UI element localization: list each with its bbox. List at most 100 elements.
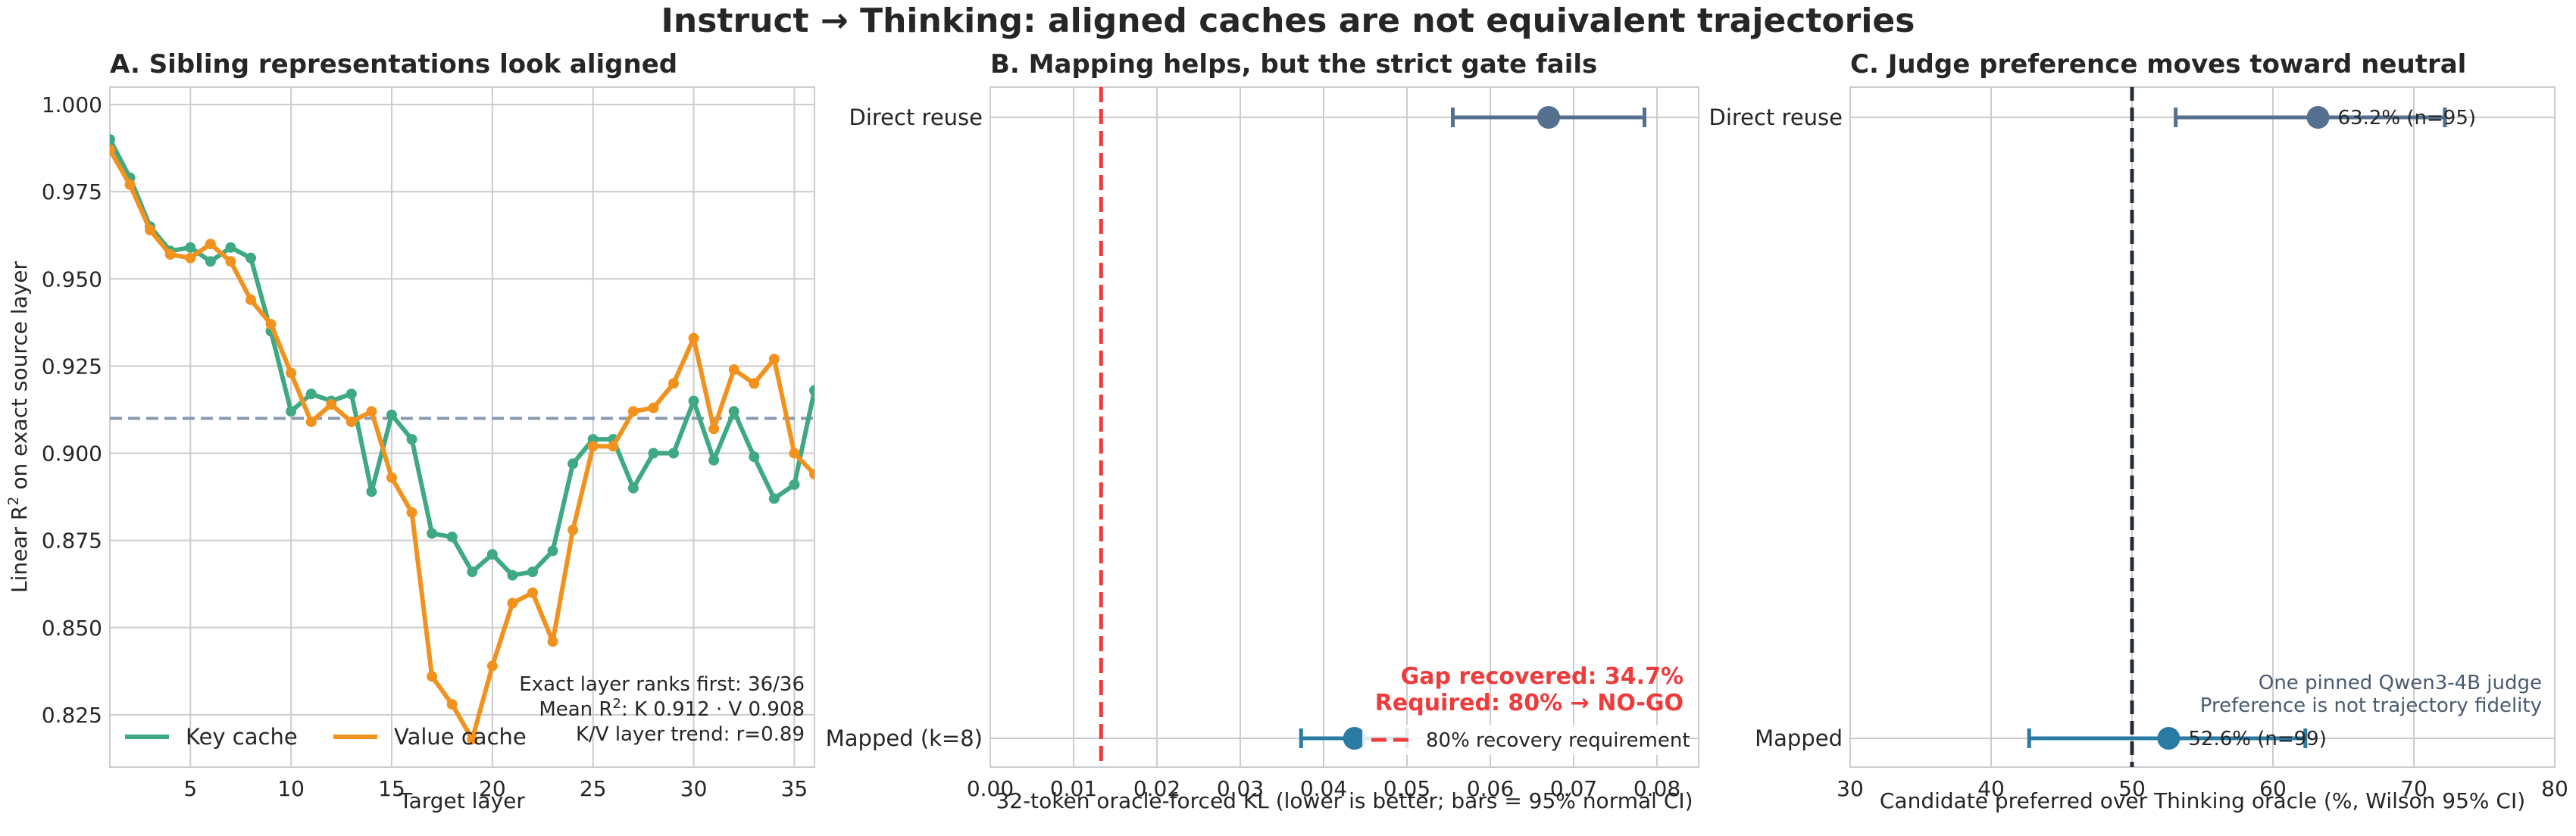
- panel-a-annotation-line: K/V layer trend: r=0.89: [576, 723, 805, 746]
- panel-a-data-point: [728, 364, 739, 376]
- panel-b-ticks: 0.00 0.01 0.02 0.03 0.04 0.05 0.06 0.07 0.08 Dire…: [826, 104, 1680, 801]
- panel-a-data-point: [305, 416, 317, 428]
- panel-a-data-point: [406, 434, 417, 445]
- panel-a-y-tick-label: 0.950: [42, 267, 102, 292]
- panel-a-x-tick-label: 30: [680, 776, 708, 801]
- panel-c-x-tick-label: 50: [2118, 776, 2146, 801]
- panel-b-legend: 80% recovery requirement: [1362, 725, 1690, 755]
- panel-c-point-label: 63.2% (n=95): [2338, 107, 2477, 129]
- panel-a-data-point: [587, 441, 599, 452]
- panel-a-data-point: [789, 479, 800, 490]
- panel-b-x-tick-label: 0.07: [1550, 776, 1597, 801]
- panel-a-data-point: [507, 597, 518, 609]
- panel-a-data-point: [164, 249, 176, 260]
- panel-a-data-point: [185, 242, 196, 253]
- panel-a-data-point: [245, 294, 256, 305]
- panel-a-data-point: [567, 458, 579, 469]
- panel-a-y-tick-label: 0.925: [42, 354, 102, 379]
- panel-a-data-point: [467, 566, 478, 578]
- panel-c-ticks: 30 40 50 60 70 80 Direct reuse Mapped: [1708, 104, 2568, 801]
- panel-a-data-point: [427, 528, 438, 539]
- panel-a-data-point: [446, 699, 458, 710]
- panel-c-point: [2157, 727, 2181, 750]
- panel-a-data-point: [366, 406, 377, 417]
- panel-b-points: [1299, 106, 1646, 750]
- figure-title: Instruct → Thinking: aligned caches are …: [661, 2, 1915, 40]
- panel-c-x-tick-label: 40: [1977, 776, 2005, 801]
- panel-c: C. Judge preference moves toward neutral…: [1708, 49, 2568, 813]
- panel-a-data-point: [245, 252, 256, 264]
- panel-a-data-point: [749, 451, 760, 463]
- panel-c-annotation-line: Preference is not trajectory fidelity: [2200, 694, 2542, 717]
- panel-a-data-point: [286, 367, 297, 379]
- panel-a-data-point: [728, 406, 739, 417]
- panel-b-x-tick-label: 0.03: [1217, 776, 1264, 801]
- panel-a-annotation-line: Mean R2: K 0.912 · V 0.908: [539, 696, 805, 722]
- panel-a-data-point: [648, 402, 659, 413]
- panel-b-x-tick-label: 0.04: [1300, 776, 1347, 801]
- panel-a-annotation-line: Exact layer ranks first: 36/36: [519, 673, 805, 696]
- panel-a-data-point: [286, 406, 297, 417]
- panel-a-data-point: [386, 472, 397, 483]
- panel-c-x-tick-label: 70: [2400, 776, 2428, 801]
- panel-a-y-tick-label: 0.875: [42, 529, 102, 554]
- panel-a-series-key: [110, 134, 814, 581]
- panel-a-data-point: [345, 388, 357, 400]
- panel-a-data-point: [688, 395, 699, 407]
- panel-a-x-axis-label: Target layer: [399, 788, 525, 813]
- panel-c-y-tick-label: Mapped: [1755, 725, 1843, 751]
- panel-a-data-point: [205, 256, 216, 267]
- panel-c-point-label: 52.6% (n=99): [2188, 728, 2327, 750]
- panel-b-point: [1343, 727, 1366, 750]
- panel-a-data-point: [809, 385, 814, 396]
- panel-a-data-point: [809, 469, 814, 480]
- panel-b-title: B. Mapping helps, but the strict gate fa…: [990, 49, 1597, 80]
- panel-a-y-tick-label: 0.975: [42, 179, 102, 204]
- panel-a-data-point: [768, 493, 780, 504]
- panel-a-data-point: [668, 448, 679, 459]
- panel-a-data-point: [205, 239, 216, 250]
- panel-c-x-axis-label: Candidate preferred over Thinking oracle…: [1880, 788, 2525, 813]
- panel-a-data-point: [486, 660, 498, 672]
- panel-b-x-tick-label: 0.01: [1050, 776, 1097, 801]
- panel-c-grid: [1849, 87, 2556, 767]
- panel-c-x-tick-label: 60: [2259, 776, 2287, 801]
- panel-b-x-tick-label: 0.08: [1633, 776, 1680, 801]
- panel-a-data-point: [467, 734, 478, 745]
- panel-a-x-tick-label: 20: [479, 776, 506, 801]
- panel-a-x-tick-label: 25: [580, 776, 607, 801]
- panel-a-data-point: [708, 454, 720, 466]
- panel-c-y-tick-label: Direct reuse: [1708, 104, 1843, 130]
- panel-a-x-tick-label: 10: [277, 776, 305, 801]
- panel-a-data-point: [527, 587, 538, 598]
- panel-a: A. Sibling representations look aligned …: [5, 49, 815, 813]
- panel-a-data-point: [366, 486, 377, 498]
- panel-a-data-point: [386, 409, 397, 420]
- panel-a-data-point: [225, 256, 236, 267]
- panel-a-data-point: [567, 524, 579, 535]
- panel-a-data-point: [145, 224, 156, 236]
- panel-c-title: C. Judge preference moves toward neutral: [1850, 49, 2466, 80]
- panel-b-annotation-line: Gap recovered: 34.7%: [1401, 663, 1683, 690]
- panel-b-annotation-line: Required: 80% → NO-GO: [1375, 690, 1683, 716]
- panel-a-data-point: [326, 399, 337, 410]
- panel-a-series: [110, 134, 814, 745]
- panel-b-legend-box: [1362, 725, 1688, 755]
- panel-a-data-point: [507, 569, 518, 581]
- panel-a-y-tick-label: 1.000: [42, 92, 102, 117]
- panel-a-legend-label: Key cache: [186, 724, 298, 750]
- panel-b-x-tick-label: 0.05: [1383, 776, 1430, 801]
- panel-c-annotation-line: One pinned Qwen3-4B judge: [2259, 672, 2542, 694]
- panel-a-data-point: [688, 332, 699, 344]
- panel-a-data-point: [768, 354, 780, 365]
- panel-a-data-point: [406, 507, 417, 518]
- panel-c-points: 63.2% (n=95) 52.6% (n=99): [2027, 106, 2477, 750]
- panel-c-axes-frame: [1849, 86, 2556, 768]
- panel-c-x-tick-label: 30: [1837, 776, 1864, 801]
- panel-a-legend-label: Value cache: [394, 724, 527, 750]
- panel-a-y-tick-label: 0.900: [42, 441, 102, 466]
